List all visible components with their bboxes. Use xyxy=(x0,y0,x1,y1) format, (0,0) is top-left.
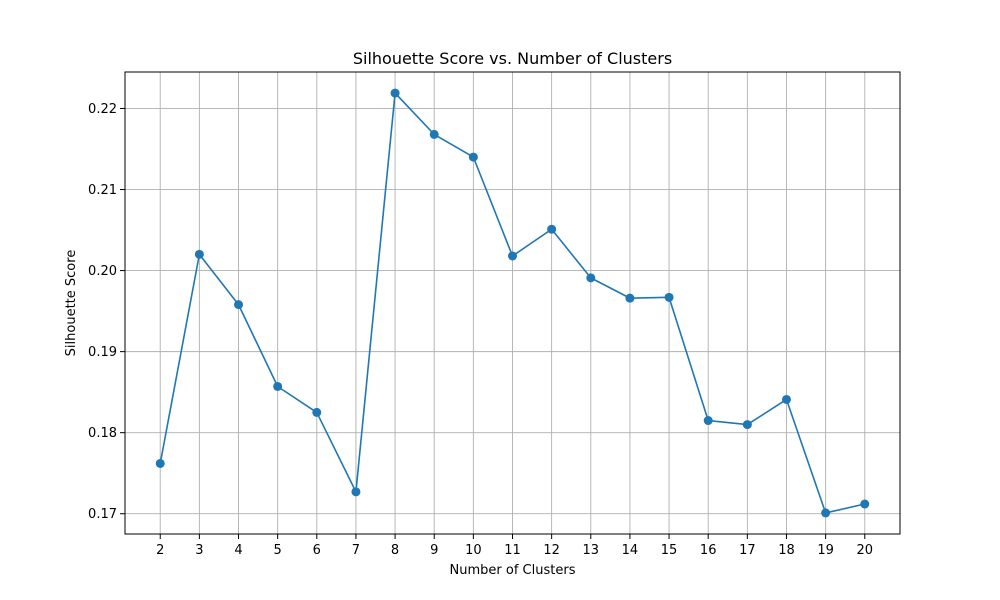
y-tick-label: 0.20 xyxy=(88,264,117,279)
x-tick-label: 2 xyxy=(156,543,164,558)
data-point xyxy=(351,487,361,497)
x-tick-label: 4 xyxy=(234,543,242,558)
data-point xyxy=(821,508,831,518)
x-tick-label: 16 xyxy=(700,543,717,558)
y-tick-label: 0.17 xyxy=(88,507,117,522)
axis-ticks: 2 3 4 5 6 7 8 9 10 11 12 13 14 15 16 17 18 19 20 0.17 0.18 0.… xyxy=(88,102,873,558)
grid xyxy=(125,72,900,534)
data-point xyxy=(547,224,557,234)
x-tick-label: 6 xyxy=(313,543,321,558)
x-tick-label: 10 xyxy=(465,543,482,558)
plot-frame xyxy=(124,71,901,535)
data-point xyxy=(390,88,400,98)
data-point xyxy=(664,292,674,302)
data-point xyxy=(194,249,204,259)
x-tick-label: 8 xyxy=(391,543,399,558)
data-series xyxy=(155,88,870,518)
x-tick-label: 20 xyxy=(856,543,873,558)
x-tick-label: 13 xyxy=(583,543,600,558)
x-tick-label: 17 xyxy=(739,543,756,558)
data-point xyxy=(429,129,439,139)
data-point xyxy=(273,381,283,391)
data-point xyxy=(586,273,596,283)
x-axis-label: Number of Clusters xyxy=(450,563,576,578)
y-tick-label: 0.21 xyxy=(88,183,117,198)
data-point xyxy=(742,420,752,430)
data-point xyxy=(312,407,322,417)
data-point xyxy=(155,458,165,468)
data-point xyxy=(234,300,244,310)
y-tick-label: 0.19 xyxy=(88,345,117,360)
x-tick-label: 11 xyxy=(504,543,521,558)
x-tick-label: 19 xyxy=(817,543,834,558)
y-axis-label: Silhouette Score xyxy=(64,250,79,357)
x-tick-label: 14 xyxy=(622,543,639,558)
data-point xyxy=(860,499,870,509)
data-point xyxy=(625,293,635,303)
x-tick-label: 18 xyxy=(778,543,795,558)
data-point xyxy=(468,152,478,162)
x-tick-label: 15 xyxy=(661,543,678,558)
x-tick-label: 3 xyxy=(195,543,203,558)
data-point xyxy=(508,251,517,261)
data-point xyxy=(703,416,713,426)
x-tick-label: 5 xyxy=(274,543,282,558)
data-point xyxy=(781,394,791,404)
x-tick-label: 9 xyxy=(430,543,438,558)
x-tick-label: 12 xyxy=(543,543,560,558)
y-tick-label: 0.22 xyxy=(88,102,117,117)
x-tick-label: 7 xyxy=(352,543,360,558)
chart-title: Silhouette Score vs. Number of Clusters xyxy=(353,49,672,68)
y-tick-label: 0.18 xyxy=(88,426,117,441)
